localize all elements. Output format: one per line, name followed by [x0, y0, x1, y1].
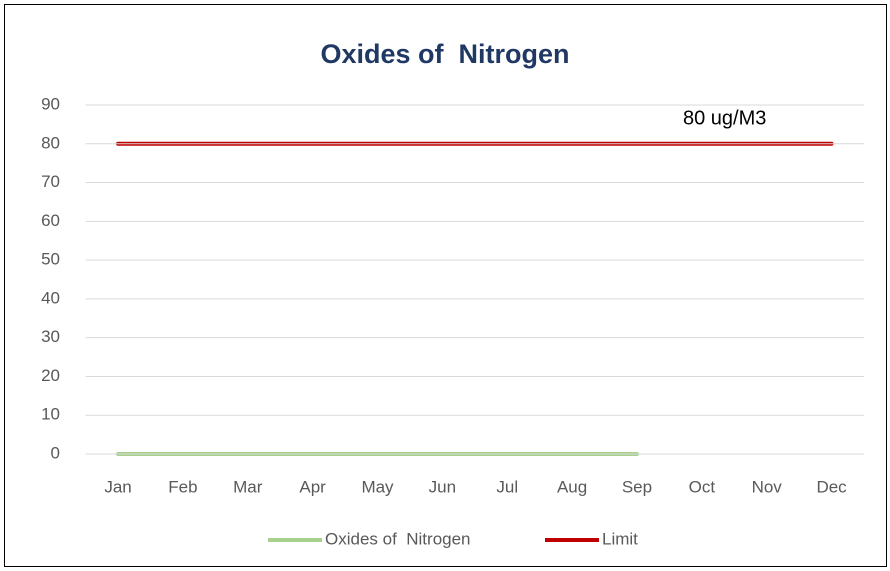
- y-tick-label: 90: [41, 94, 60, 113]
- chart-frame: [4, 4, 887, 567]
- x-tick-label: May: [361, 477, 394, 496]
- annotation: 80 ug/M3: [683, 107, 766, 129]
- y-tick-label: 30: [41, 327, 60, 346]
- y-tick-label: 70: [41, 172, 60, 191]
- y-tick-label: 80: [41, 133, 60, 152]
- y-tick-label: 60: [41, 211, 60, 230]
- legend-label: Limit: [602, 529, 638, 548]
- x-tick-label: Jul: [496, 477, 518, 496]
- y-tick-label: 40: [41, 288, 60, 307]
- y-tick-label: 50: [41, 250, 60, 269]
- legend-label: Oxides of Nitrogen: [325, 529, 471, 548]
- x-tick-label: Mar: [233, 477, 263, 496]
- y-tick-label: 20: [41, 366, 60, 385]
- y-tick-label: 0: [51, 443, 60, 462]
- x-tick-label: Nov: [752, 477, 783, 496]
- x-tick-label: Feb: [168, 477, 197, 496]
- x-tick-label: Jun: [429, 477, 456, 496]
- x-tick-label: Sep: [622, 477, 652, 496]
- x-tick-label: Apr: [299, 477, 326, 496]
- x-tick-label: Aug: [557, 477, 587, 496]
- x-tick-label: Jan: [104, 477, 131, 496]
- chart-title: Oxides of Nitrogen: [320, 39, 569, 69]
- x-tick-label: Oct: [689, 477, 716, 496]
- x-tick-label: Dec: [816, 477, 847, 496]
- y-tick-label: 10: [41, 405, 60, 424]
